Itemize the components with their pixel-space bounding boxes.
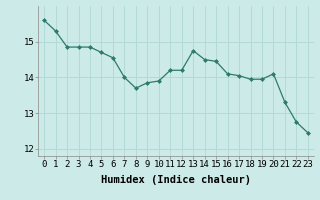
X-axis label: Humidex (Indice chaleur): Humidex (Indice chaleur)	[101, 175, 251, 185]
